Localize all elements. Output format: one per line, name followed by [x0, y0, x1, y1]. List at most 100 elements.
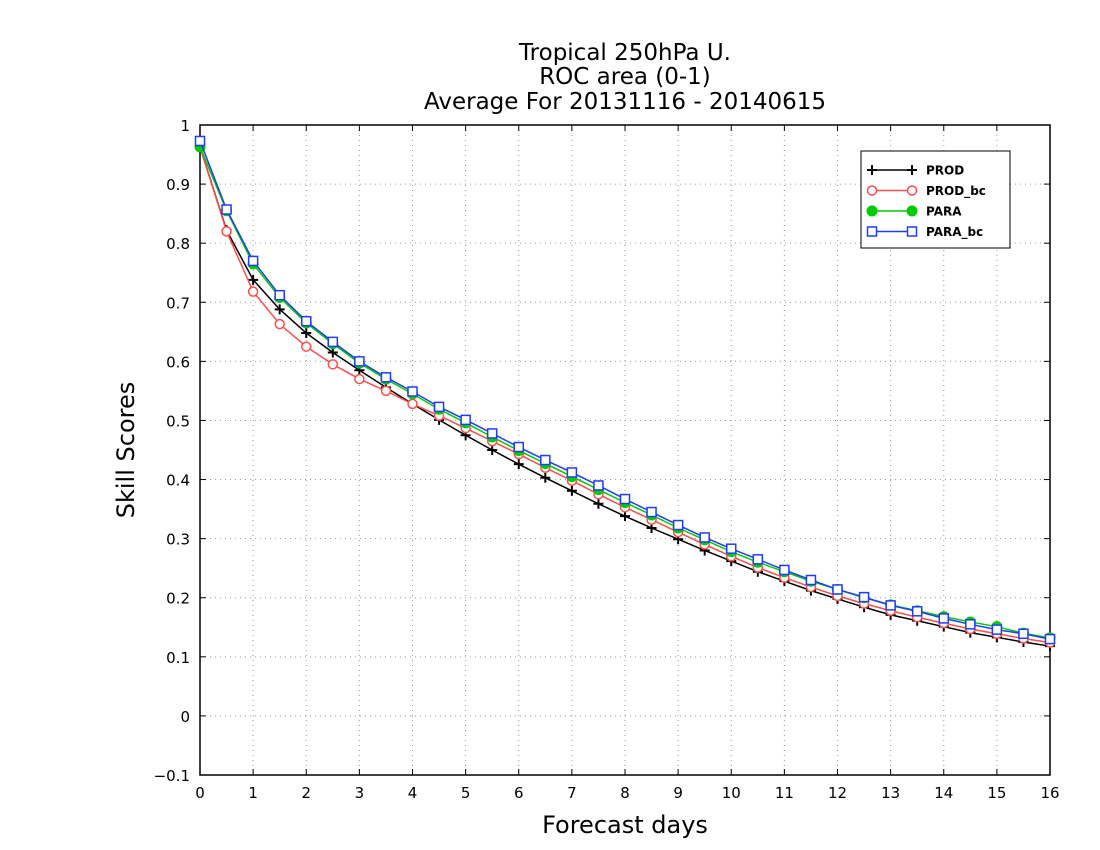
title-line-3: Average For 20131116 - 20140615 — [424, 89, 826, 115]
x-axis-label: Forecast days — [542, 811, 708, 839]
data-point — [433, 401, 445, 413]
x-tick-label: 0 — [195, 784, 205, 802]
y-tick-label: 0.5 — [166, 412, 190, 430]
data-point — [354, 356, 365, 367]
data-point — [620, 511, 630, 522]
data-point — [513, 441, 524, 453]
legend-label: PROD — [926, 164, 964, 178]
y-tick-label: 0.6 — [166, 353, 190, 371]
data-point — [566, 467, 578, 478]
data-point — [460, 414, 471, 426]
grid — [200, 125, 1050, 775]
data-point — [247, 286, 259, 297]
axis-ticks: 0 1 2 3 4 5 6 7 8 9 10 11 12 13 14 15 16−0.100.10.20.30.… — [154, 117, 1060, 802]
data-point — [301, 328, 312, 338]
y-tick-label: 0 — [180, 708, 190, 726]
data-point — [380, 372, 392, 383]
data-point — [752, 554, 764, 565]
data-point — [1044, 633, 1056, 645]
data-point — [885, 600, 896, 611]
x-tick-label: 14 — [934, 784, 953, 802]
data-point — [274, 304, 285, 315]
y-tick-label: 0.3 — [166, 531, 190, 549]
legend-marker — [906, 226, 918, 237]
legend-marker — [866, 185, 878, 196]
data-point — [194, 135, 206, 147]
data-point — [486, 428, 498, 439]
legend-label: PROD_bc — [926, 184, 986, 199]
data-point — [805, 574, 817, 586]
x-tick-label: 4 — [408, 784, 418, 802]
data-point — [301, 315, 312, 327]
x-tick-label: 3 — [355, 784, 365, 802]
x-tick-label: 6 — [514, 784, 524, 802]
data-point — [380, 385, 392, 397]
data-point — [327, 336, 339, 348]
data-point — [699, 532, 710, 543]
legend-label: PARA — [926, 205, 962, 219]
legend-marker — [867, 165, 877, 175]
x-tick-label: 11 — [775, 784, 794, 802]
y-tick-label: 0.2 — [166, 590, 190, 608]
data-point — [513, 459, 524, 470]
title-line-2: ROC area (0-1) — [539, 64, 711, 90]
data-point — [832, 584, 843, 595]
x-tick-label: 16 — [1040, 784, 1059, 802]
chart-title: Tropical 250hPa U. ROC area (0-1) Averag… — [424, 40, 826, 115]
x-tick-label: 9 — [673, 784, 683, 802]
data-point — [221, 204, 232, 215]
data-point — [726, 543, 737, 554]
data-point — [779, 564, 790, 576]
x-tick-label: 15 — [987, 784, 1006, 802]
data-point — [858, 591, 870, 603]
data-point — [646, 506, 657, 518]
data-point — [566, 485, 577, 496]
series-para-bc — [194, 135, 1056, 645]
x-tick-label: 13 — [881, 784, 900, 802]
data-point — [540, 472, 551, 483]
legend-marker — [906, 185, 918, 196]
data-point — [274, 289, 285, 301]
legend-marker — [906, 205, 918, 217]
series-lines — [194, 135, 1056, 652]
x-tick-label: 7 — [567, 784, 577, 802]
data-point — [593, 498, 604, 509]
legend-marker — [866, 205, 878, 217]
data-point — [938, 613, 949, 624]
y-tick-label: 0.8 — [166, 235, 190, 253]
data-point — [274, 318, 285, 330]
y-axis-label: Skill Scores — [112, 382, 140, 519]
data-point — [407, 398, 418, 410]
data-point — [327, 347, 338, 358]
data-point — [301, 341, 312, 352]
legend-marker — [866, 226, 878, 237]
data-point — [619, 493, 631, 505]
y-tick-label: −0.1 — [154, 767, 190, 785]
data-point — [407, 386, 418, 397]
x-tick-label: 12 — [828, 784, 847, 802]
y-tick-label: 0.4 — [166, 472, 190, 490]
data-point — [540, 454, 551, 466]
y-tick-label: 1 — [180, 117, 190, 135]
y-tick-label: 0.7 — [166, 294, 190, 312]
y-tick-label: 0.9 — [166, 176, 190, 194]
x-tick-label: 10 — [722, 784, 741, 802]
legend: PROD PROD_bc PARA PARA_bc — [860, 150, 1011, 249]
x-tick-label: 8 — [620, 784, 630, 802]
data-point — [327, 359, 339, 370]
data-point — [354, 373, 365, 385]
data-point — [965, 619, 976, 630]
data-point — [221, 226, 232, 237]
title-line-1: Tropical 250hPa U. — [518, 40, 731, 66]
data-point — [1018, 628, 1029, 640]
y-tick-label: 0.1 — [166, 649, 190, 667]
data-point — [247, 255, 259, 267]
data-point — [672, 519, 684, 531]
data-point — [487, 445, 498, 455]
legend-label: PARA_bc — [926, 225, 983, 240]
data-point — [911, 606, 923, 617]
data-point — [248, 274, 259, 285]
x-tick-label: 1 — [248, 784, 258, 802]
x-tick-label: 2 — [301, 784, 311, 802]
